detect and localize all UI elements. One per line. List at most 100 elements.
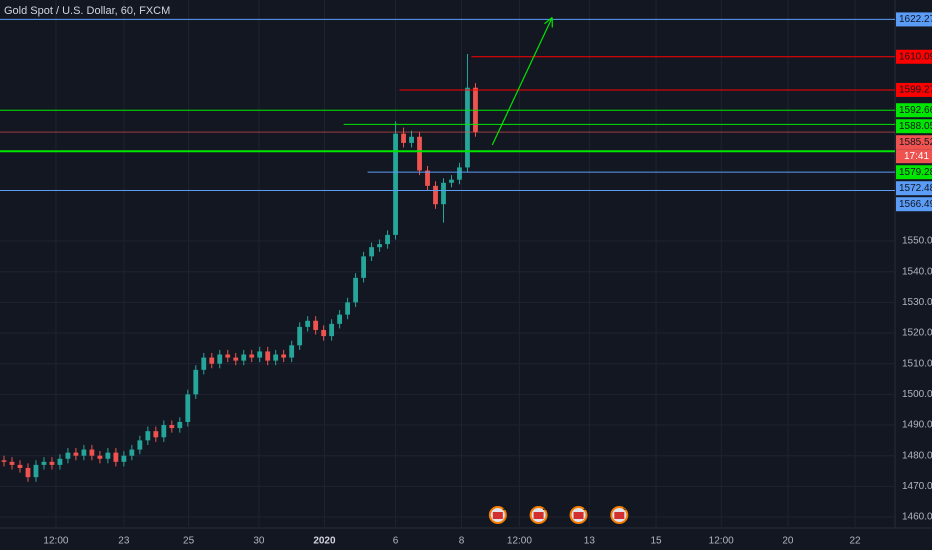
y-tick-label: 1500.00 xyxy=(902,389,932,400)
candle-body xyxy=(417,136,422,171)
price-label-bg xyxy=(896,119,932,134)
candle-body xyxy=(161,425,167,438)
candle-body xyxy=(105,452,111,459)
candle-body xyxy=(17,464,23,468)
candle-body xyxy=(233,357,239,361)
candle-body xyxy=(449,179,454,183)
event-label: 10 5 xyxy=(583,505,597,512)
event-flag xyxy=(492,512,503,519)
x-tick-label: 23 xyxy=(118,536,130,547)
candle-body xyxy=(249,354,255,358)
x-tick-label: 30 xyxy=(253,536,265,547)
price-label: 1599.27 xyxy=(899,85,932,96)
candle-body xyxy=(257,351,263,358)
price-label-bg xyxy=(896,181,932,196)
candle-body xyxy=(217,354,223,364)
candle-body xyxy=(377,244,382,248)
countdown-bg xyxy=(896,149,932,164)
candle-body xyxy=(209,357,215,364)
candle-body xyxy=(177,421,183,429)
candle-body xyxy=(265,351,271,361)
x-tick-label: 6 xyxy=(393,536,399,547)
x-tick-label: 12:00 xyxy=(43,536,68,547)
arrow-line xyxy=(491,17,553,146)
arrow-head xyxy=(544,17,553,25)
candle-body xyxy=(9,461,15,465)
candle-body xyxy=(409,136,414,143)
candle-body xyxy=(433,185,438,205)
candle-body xyxy=(145,431,151,441)
price-label-bg xyxy=(896,197,932,212)
candle-body xyxy=(97,455,103,459)
candle-body xyxy=(25,467,31,478)
candle-body xyxy=(457,167,462,180)
candle-body xyxy=(345,302,351,315)
y-tick-label: 1460.00 xyxy=(902,512,932,523)
event-flag xyxy=(533,512,544,519)
candle-body xyxy=(465,87,470,168)
candle-body xyxy=(193,369,199,395)
candle-body xyxy=(153,431,159,438)
candle-body xyxy=(425,170,430,186)
candle-body xyxy=(337,314,343,324)
y-tick-label: 1510.00 xyxy=(902,358,932,369)
candle-body xyxy=(369,247,374,257)
plot xyxy=(0,17,895,482)
price-label: 1622.27 xyxy=(899,14,932,25)
y-tick-label: 1470.00 xyxy=(902,481,932,492)
x-tick-label: 20 xyxy=(782,536,794,547)
candle-body xyxy=(49,461,55,465)
x-tick-label: 12:00 xyxy=(507,536,532,547)
x-tick-label: 12:00 xyxy=(709,536,734,547)
event-flag xyxy=(573,512,584,519)
price-label: 1566.49 xyxy=(899,199,932,210)
event-label: 8 xyxy=(623,505,627,512)
candle-body xyxy=(169,425,175,429)
candle-body xyxy=(129,449,135,456)
candle-body xyxy=(137,440,143,450)
price-label: 1579.28 xyxy=(899,167,932,178)
price-label-bg xyxy=(896,165,932,180)
candle-body xyxy=(361,256,366,278)
candle-body xyxy=(385,234,390,245)
candle-body xyxy=(201,357,207,370)
price-label-bg xyxy=(896,12,932,27)
price-label: 1585.52 xyxy=(899,137,932,148)
candle-body xyxy=(73,452,79,456)
candle-body xyxy=(41,461,47,465)
y-tick-label: 1540.00 xyxy=(902,266,932,277)
event-label: 27 xyxy=(543,505,551,512)
candle-body xyxy=(57,458,63,465)
x-tick-label: 8 xyxy=(459,536,465,547)
axis: 1460.00 1470.00 1480.00 1490.00 1500.00 1510.… xyxy=(43,12,932,547)
candle-body xyxy=(241,354,247,361)
candle-body xyxy=(297,326,303,346)
y-tick-label: 1550.00 xyxy=(902,236,932,247)
candle-body xyxy=(185,394,191,422)
candle-body xyxy=(393,133,398,235)
y-tick-label: 1530.00 xyxy=(902,297,932,308)
price-label-bg xyxy=(896,49,932,64)
x-tick-label: 2020 xyxy=(313,536,336,547)
candle-body xyxy=(273,354,279,361)
candle-body xyxy=(1,460,7,462)
candle-body xyxy=(401,133,406,143)
candle-body xyxy=(113,452,119,462)
candle-body xyxy=(305,320,311,327)
candle-body xyxy=(329,323,335,337)
candle-body xyxy=(281,354,287,358)
candle-body xyxy=(121,455,127,462)
y-tick-label: 1480.00 xyxy=(902,450,932,461)
candle-body xyxy=(81,449,87,456)
price-label-bg xyxy=(896,103,932,118)
x-tick-label: 15 xyxy=(651,536,663,547)
event-label: 10 22 xyxy=(502,505,520,512)
price-label-bg xyxy=(896,135,932,150)
candle-body xyxy=(313,320,319,330)
x-tick-label: 25 xyxy=(183,536,195,547)
price-label: 1610.09 xyxy=(899,51,932,62)
grid xyxy=(0,0,895,528)
